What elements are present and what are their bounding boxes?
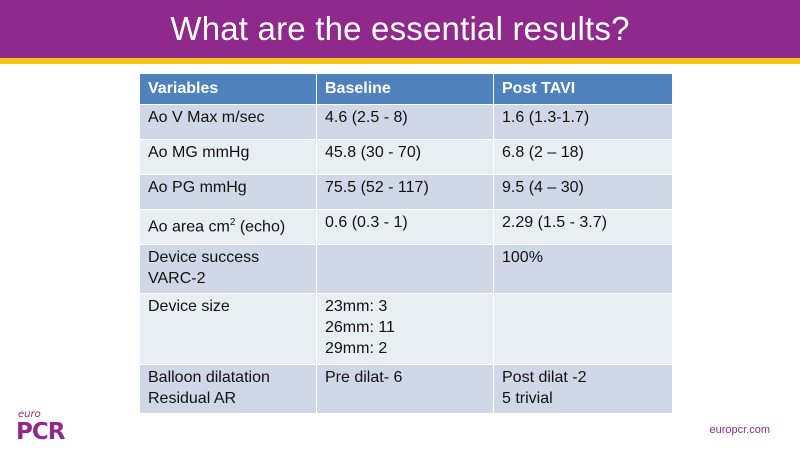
table-row: Device success VARC-2 100% [139,244,673,294]
table-header-row: Variables Baseline Post TAVI [139,73,673,105]
cell-baseline: Pre dilat- 6 [316,364,494,414]
cell-baseline: 45.8 (30 - 70) [316,139,494,175]
table-row: Device size 23mm: 3 26mm: 11 29mm: 2 [139,293,673,365]
cell-variable: Ao area cm2 (echo) [139,209,317,245]
cell-variable: Ao PG mmHg [139,174,317,210]
logo-euro-text: euro [18,409,41,420]
table-row: Ao V Max m/sec 4.6 (2.5 - 8) 1.6 (1.3-1.… [139,104,673,140]
table-row: Ao MG mmHg 45.8 (30 - 70) 6.8 (2 – 18) [139,139,673,175]
accent-divider [0,58,800,64]
table-row: Ao PG mmHg 75.5 (52 - 117) 9.5 (4 – 30) [139,174,673,210]
variable-suffix: (echo) [235,218,286,236]
cell-baseline: 4.6 (2.5 - 8) [316,104,494,140]
cell-post-tavi [493,293,673,365]
cell-baseline: 75.5 (52 - 117) [316,174,494,210]
cell-post-tavi: 9.5 (4 – 30) [493,174,673,210]
cell-post-tavi: 2.29 (1.5 - 3.7) [493,209,673,245]
table-row: Balloon dilatation Residual AR Pre dilat… [139,364,673,414]
cell-baseline: 23mm: 3 26mm: 11 29mm: 2 [316,293,494,365]
cell-variable: Ao MG mmHg [139,139,317,175]
cell-variable: Balloon dilatation Residual AR [139,364,317,414]
header-variables: Variables [139,73,317,105]
slide-title: What are the essential results? [170,10,630,47]
title-bar: What are the essential results? [0,0,800,58]
europcr-logo: euro PCR [14,409,94,449]
logo-pcr-text: PCR [16,419,65,445]
table-row: Ao area cm2 (echo) 0.6 (0.3 - 1) 2.29 (1… [139,209,673,245]
cell-variable: Ao V Max m/sec [139,104,317,140]
website-url: europcr.com [709,424,770,436]
header-baseline: Baseline [316,73,494,105]
header-post-tavi: Post TAVI [493,73,673,105]
cell-baseline: 0.6 (0.3 - 1) [316,209,494,245]
cell-variable: Device size [139,293,317,365]
cell-post-tavi: Post dilat -2 5 trivial [493,364,673,414]
cell-post-tavi: 6.8 (2 – 18) [493,139,673,175]
cell-post-tavi: 1.6 (1.3-1.7) [493,104,673,140]
results-table: Variables Baseline Post TAVI Ao V Max m/… [139,73,673,414]
variable-text: Ao area cm [148,218,230,236]
cell-baseline [316,244,494,294]
cell-variable: Device success VARC-2 [139,244,317,294]
cell-post-tavi: 100% [493,244,673,294]
superscript: 2 [229,217,236,228]
